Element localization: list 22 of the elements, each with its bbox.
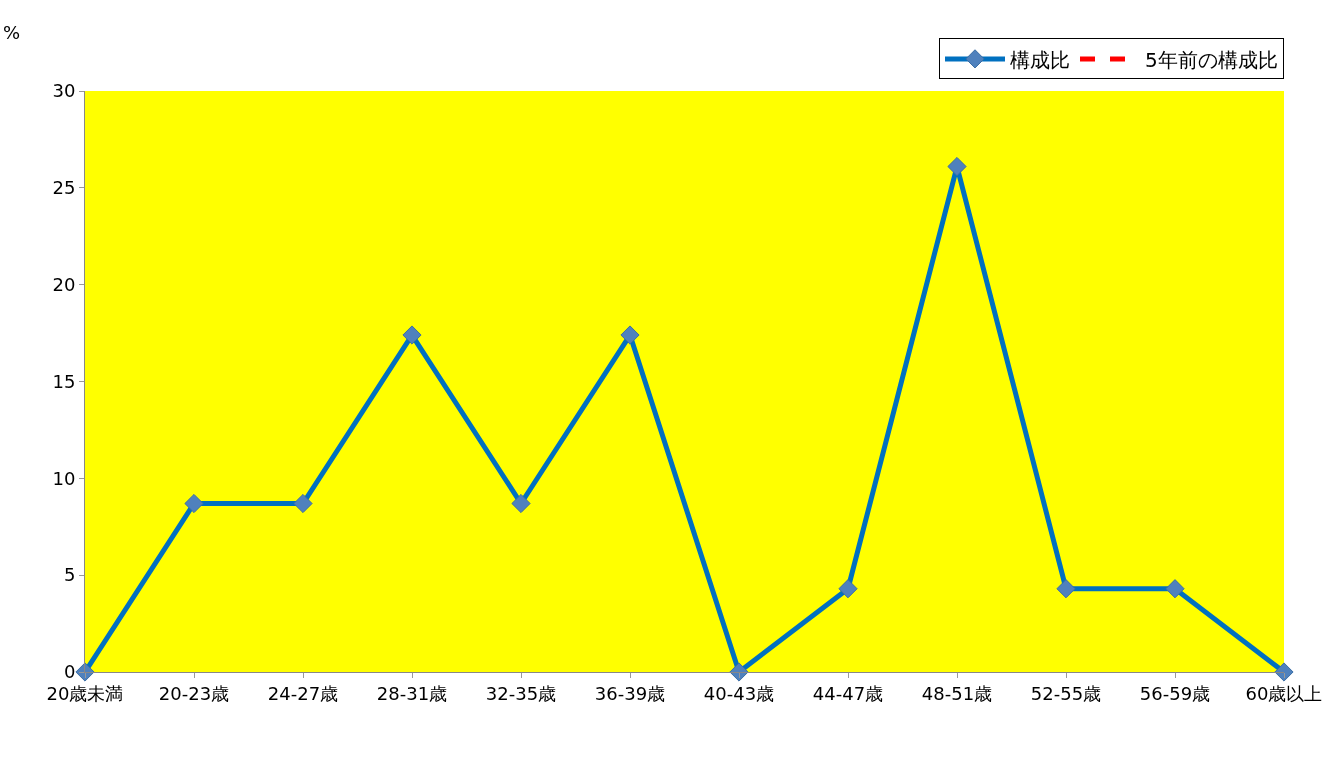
x-tick-label: 60歳以上	[1245, 682, 1323, 704]
x-tick-label: 40-43歳	[703, 682, 775, 704]
x-tick-label: 24-27歳	[267, 682, 339, 704]
x-tick-label: 28-31歳	[376, 682, 448, 704]
y-tick-label: 30	[52, 80, 76, 102]
x-tick-label: 20歳未満	[46, 682, 124, 704]
legend-label: 構成比	[1010, 47, 1070, 72]
y-tick-label: 15	[52, 370, 76, 392]
y-tick-label: 25	[52, 177, 76, 199]
y-tick-label: 5	[63, 564, 76, 586]
x-tick-label: 20-23歳	[158, 682, 230, 704]
x-tick-label: 32-35歳	[485, 682, 557, 704]
x-tick-label: 36-39歳	[594, 682, 666, 704]
y-tick-label: 0	[63, 661, 76, 683]
x-tick-label: 56-59歳	[1139, 682, 1211, 704]
legend-label: 5年前の構成比	[1145, 47, 1278, 72]
y-axis-title: %	[3, 22, 21, 43]
y-tick-label: 20	[52, 273, 76, 295]
y-tick-label: 10	[52, 467, 76, 489]
x-tick-label: 48-51歳	[921, 682, 993, 704]
x-tick-label: 44-47歳	[812, 682, 884, 704]
x-tick-label: 52-55歳	[1030, 682, 1102, 704]
